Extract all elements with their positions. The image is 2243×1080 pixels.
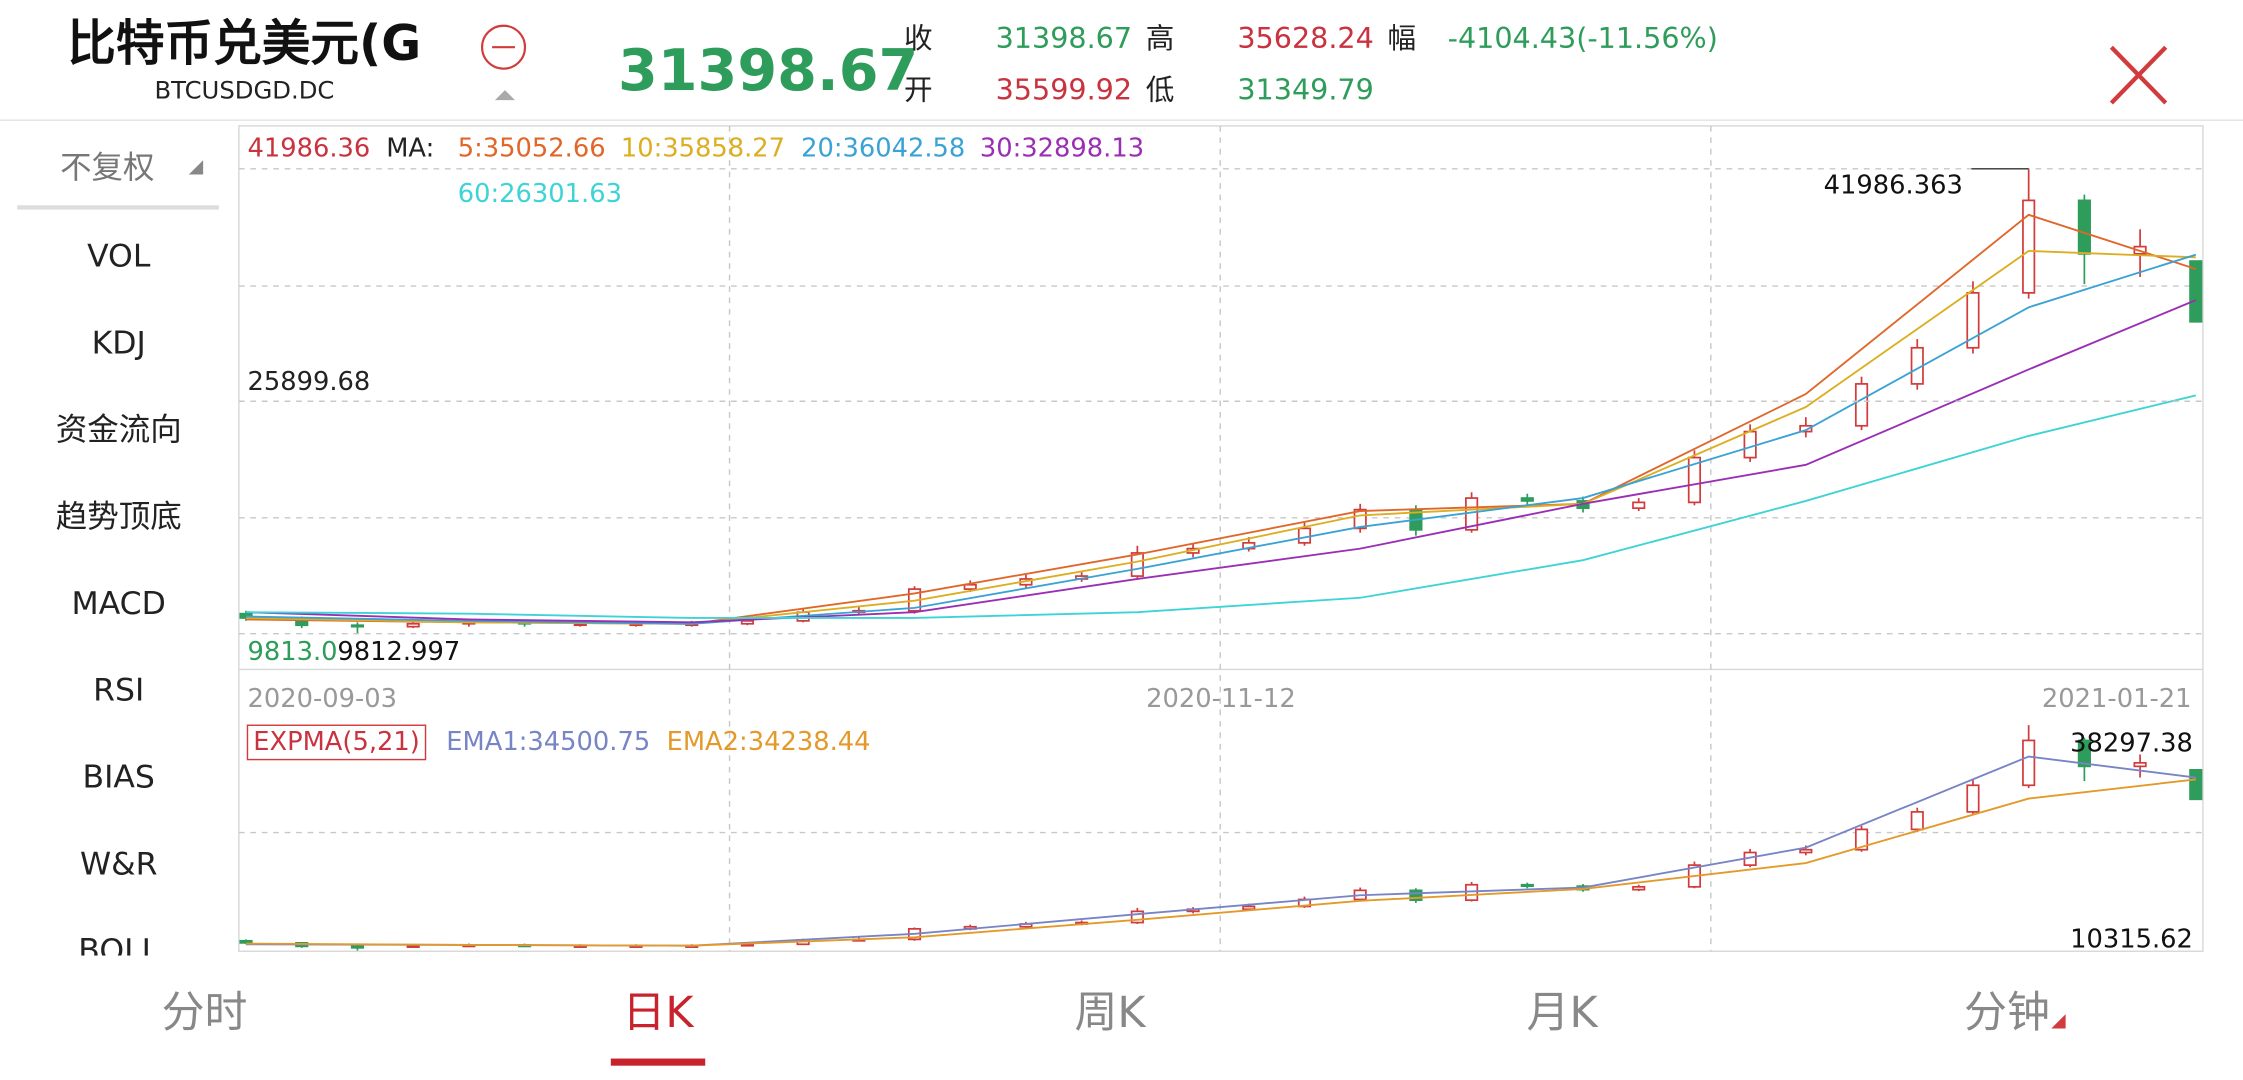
indicator-title: EXPMA(5,21)	[253, 727, 420, 757]
field-value: 31349.79	[1237, 73, 1373, 107]
legend-entry: 30:32898.13	[980, 133, 1144, 163]
title: 比特币兑美元(G	[67, 16, 421, 72]
candle-body	[2077, 199, 2091, 255]
y-tick-label: 41986.36	[247, 133, 370, 163]
close-button[interactable]	[2109, 45, 2168, 105]
candle-body	[1910, 811, 1924, 831]
y-tick-label: 9813.0	[247, 637, 337, 667]
series-line	[246, 299, 2197, 624]
candle-body	[963, 583, 977, 590]
candle-body	[2133, 761, 2147, 768]
adjust-label: 不复权	[60, 150, 154, 186]
candle-body	[1409, 889, 1423, 902]
field-value: 35599.92	[996, 73, 1132, 107]
candle-body	[350, 945, 365, 949]
indicator-item[interactable]: VOL	[87, 238, 151, 274]
candle-body	[1520, 497, 1534, 502]
x-tick-label: 2020-11-12	[1146, 684, 1296, 714]
candle-body	[1130, 910, 1144, 924]
indicator-item[interactable]: BIAS	[83, 759, 155, 795]
x-tick-label: 2020-09-03	[247, 684, 397, 714]
candle-body	[406, 622, 420, 628]
candle-body	[1687, 456, 1702, 504]
x-tick-label: 2021-01-21	[2042, 684, 2192, 714]
candle-body	[1743, 430, 1757, 459]
legend-title: MA:	[386, 133, 434, 163]
legend-entry: 10:35858.27	[621, 133, 785, 163]
legend-entry: 20:36042.58	[801, 133, 965, 163]
series-line	[246, 253, 2197, 625]
candle-body	[2022, 199, 2036, 294]
adjust-selector[interactable]: 不复权	[60, 150, 204, 186]
indicator-item[interactable]: 趋势顶底	[56, 499, 182, 535]
indicator-item[interactable]: W&R	[80, 846, 158, 882]
indicator-item[interactable]: RSI	[93, 673, 144, 709]
candle-body	[1966, 784, 1980, 813]
candle-body	[1297, 527, 1312, 544]
legend-entry: 60:26301.63	[458, 179, 622, 209]
tab[interactable]: 分时	[162, 988, 248, 1038]
candle-body	[1799, 424, 1813, 433]
candle-body	[350, 624, 365, 628]
field-value: 35628.24	[1237, 21, 1373, 55]
field-value: -4104.43(-11.56%)	[1448, 21, 1718, 55]
collapse-button[interactable]	[481, 24, 527, 101]
candle-body	[2077, 739, 2091, 768]
indicator-title-box	[246, 724, 427, 761]
min-label: 9812.997	[337, 637, 460, 667]
quote-fields: 收 31398.67 高 35628.24 幅 -4104.43(-11.56%) 开 355…	[904, 21, 1718, 106]
legend-entry: EMA2:34238.44	[667, 727, 871, 757]
series-line	[246, 778, 2196, 947]
candle-body	[2189, 260, 2203, 323]
field-label: 幅	[1388, 21, 1417, 55]
field-value: 31398.67	[996, 21, 1132, 55]
candle-body	[239, 939, 253, 944]
candle-body	[1353, 508, 1367, 530]
indicator-item[interactable]: KDJ	[92, 325, 146, 361]
y-tick-label: 25899.68	[247, 367, 370, 397]
series-line	[246, 394, 2197, 619]
candle-body	[406, 944, 420, 948]
candle-body	[1966, 292, 1980, 349]
field-label: 低	[1146, 73, 1175, 107]
candle-body	[1632, 501, 1646, 510]
tab-indicator	[610, 1058, 706, 1066]
field-label: 开	[904, 73, 933, 107]
candle-body	[740, 620, 754, 625]
tab[interactable]: 日K	[622, 988, 695, 1038]
candle-body	[2022, 739, 2036, 787]
indicator-item[interactable]: 资金流向	[56, 412, 182, 448]
tabs: 分时 日K 周K 月K 分钟	[162, 988, 2066, 1066]
candle-body	[1854, 828, 1869, 851]
legend-entry: 5:35052.66	[458, 133, 606, 163]
candle-body	[1130, 552, 1144, 577]
plot: 25899.68 9813.0 41986.36 MA: 5:35052.66 10:35…	[238, 133, 2203, 954]
candle-body	[1799, 848, 1813, 854]
indicator-item[interactable]: MACD	[72, 586, 166, 622]
tab-bar	[0, 955, 2243, 1080]
tab[interactable]: 周K	[1075, 988, 1148, 1038]
candle-body	[1520, 883, 1534, 888]
candle-body	[1632, 885, 1646, 891]
tab[interactable]: 月K	[1527, 988, 1600, 1038]
field-label: 收	[904, 21, 933, 55]
field-label: 高	[1146, 21, 1175, 55]
candle-body	[2189, 768, 2203, 801]
tab[interactable]: 分钟	[1964, 988, 2050, 1038]
price: 31398.67	[618, 38, 918, 104]
max-label: 41986.363	[1824, 170, 1963, 200]
code: BTCUSDGD.DC	[154, 76, 334, 105]
candle-body	[1854, 383, 1869, 427]
legend-entry: EMA1:34500.75	[446, 727, 650, 757]
candle-body	[1242, 905, 1256, 911]
y-tick-label: 10315.62	[2070, 924, 2193, 954]
y-tick-label: 38297.38	[2070, 728, 2193, 758]
